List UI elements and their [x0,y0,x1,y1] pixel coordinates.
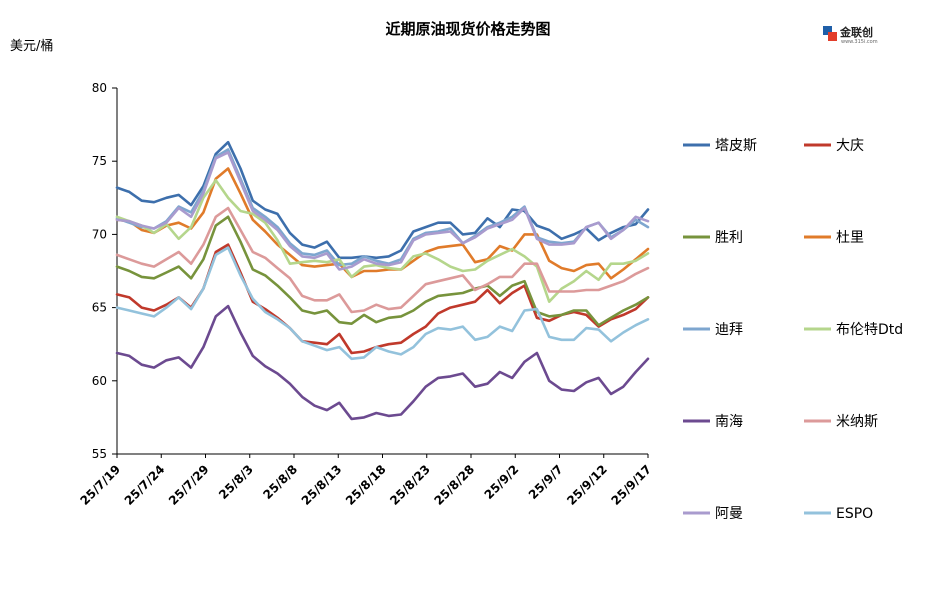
legend-label: 杜里 [836,230,864,246]
legend-item: 阿曼 [683,506,743,522]
y-tick-label: 75 [92,154,107,168]
chart-title: 近期原油现货价格走势图 [385,20,550,38]
x-tick-label: 25/7/19 [78,462,124,508]
legend-item: 南海 [683,414,743,430]
legend-item: 布伦特Dtd [804,322,903,338]
series-line-8 [115,206,650,314]
x-tick-label: 25/7/29 [166,462,212,508]
y-tick-label: 65 [92,301,107,315]
x-tick-label: 25/8/8 [260,462,300,502]
logo-mark [823,26,832,35]
y-ticks: 55 60 65 70 75 80 [92,81,117,461]
y-tick-label: 70 [92,227,107,241]
x-tick-label: 25/8/3 [216,462,256,502]
x-tick-label: 25/9/17 [609,462,655,508]
logo-subtext: www.315i.com [841,39,878,45]
legend-label: 米纳斯 [836,414,878,430]
legend-label: 布伦特Dtd [836,322,903,338]
legend-label: 塔皮斯 [715,138,757,154]
series-line-7 [115,304,650,421]
y-tick-label: 60 [92,374,107,388]
logo: 金联创 www.315i.com [823,25,878,45]
x-tick-label: 25/9/2 [482,462,522,502]
x-tick-label: 25/7/24 [122,462,168,508]
series-line-10 [115,246,650,361]
legend-label: 迪拜 [715,322,743,338]
legend-item: 胜利 [683,230,743,246]
logo-text: 金联创 [839,25,873,39]
x-tick-label: 25/8/23 [387,462,433,508]
x-tick-label: 25/9/7 [526,462,566,502]
legend-item: ESPO [804,506,873,522]
series-lines [115,140,650,421]
x-tick-label: 25/9/12 [564,462,610,508]
y-tick-label: 80 [92,81,107,95]
series-line-9 [115,151,650,271]
legend-item: 塔皮斯 [683,138,757,154]
legend-item: 大庆 [804,138,864,154]
legend-item: 米纳斯 [804,414,878,430]
legend-label: 大庆 [836,138,864,154]
legend-label: ESPO [836,506,873,522]
y-tick-label: 55 [92,447,107,461]
x-tick-label: 25/8/13 [299,462,345,508]
series-line-3 [115,215,650,327]
x-tick-label: 25/8/28 [432,462,478,508]
legend-label: 南海 [715,414,743,430]
legend-label: 胜利 [715,230,743,246]
x-tick-label: 25/8/18 [343,462,389,508]
legend-item: 迪拜 [683,322,743,338]
series-line-4 [115,167,650,280]
logo-mark-2 [828,32,837,41]
y-axis-unit: 美元/桶 [10,39,53,54]
legend-item: 杜里 [804,230,864,246]
series-line-1 [115,140,650,260]
legend-label: 阿曼 [715,506,743,522]
